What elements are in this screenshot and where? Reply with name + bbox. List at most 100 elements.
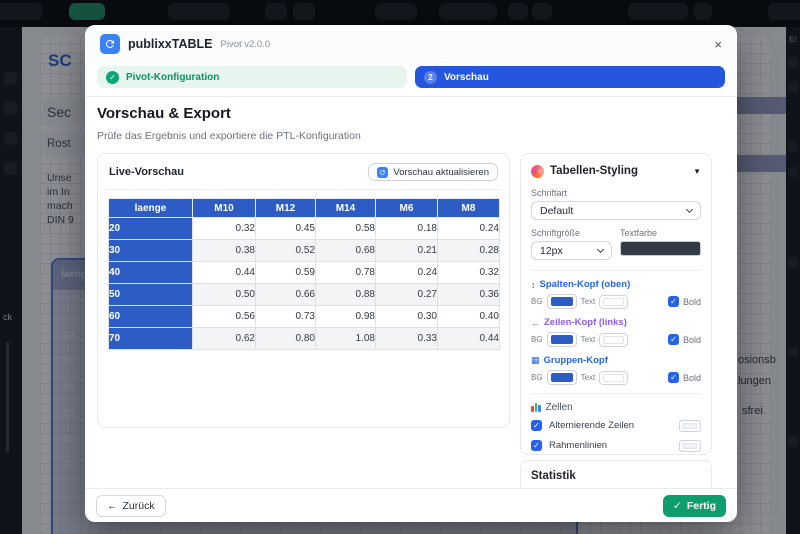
border-lines-color-swatch[interactable]	[679, 440, 701, 452]
app-title: publixxTABLE	[128, 37, 213, 51]
app-version: Pivot v2.0.0	[221, 39, 271, 50]
close-icon[interactable]: ×	[714, 38, 722, 51]
tab-vorschau[interactable]: 2 Vorschau	[415, 66, 725, 88]
group-header-section-title: ▦ Gruppen-Kopf	[531, 355, 701, 366]
left-arrow-icon: ←	[531, 318, 540, 328]
font-size-label: Schriftgröße	[531, 228, 612, 238]
column-header: M12	[256, 199, 316, 218]
cell: 0.88	[316, 284, 376, 306]
table-row: 60 0.56 0.73 0.98 0.30 0.40	[109, 306, 500, 328]
chevron-down-icon	[686, 205, 693, 212]
back-label: Zurück	[123, 500, 155, 512]
bg-label: BG	[531, 297, 543, 306]
row-header: 40	[109, 262, 193, 284]
check-icon: ✓	[673, 500, 682, 512]
cell: 0.66	[256, 284, 316, 306]
styling-card-header: Tabellen-Styling ▼	[531, 164, 701, 178]
group-header-bold-checkbox[interactable]: ✓	[668, 372, 679, 383]
step-number-badge: 2	[424, 71, 437, 84]
bold-label: Bold	[683, 373, 701, 383]
table-row: 50 0.50 0.66 0.88 0.27 0.36	[109, 284, 500, 306]
table-header-row: laenge M10 M12 M14 M6 M8	[109, 199, 500, 218]
cell: 0.32	[193, 218, 256, 240]
app-sync-icon	[100, 34, 120, 54]
text-label: Text	[581, 335, 596, 344]
text-color-label: Textfarbe	[620, 228, 701, 238]
cell: 0.24	[438, 218, 500, 240]
row-header-bg-swatch[interactable]	[547, 332, 577, 347]
preview-title: Live-Vorschau	[109, 166, 184, 178]
divider	[85, 96, 737, 97]
section-label: Gruppen-Kopf	[544, 355, 608, 366]
column-header-bg-swatch[interactable]	[547, 294, 577, 309]
row-header: 20	[109, 218, 193, 240]
cell: 0.68	[316, 240, 376, 262]
group-header-text-swatch[interactable]	[599, 371, 628, 385]
row-header-bold-checkbox[interactable]: ✓	[668, 334, 679, 345]
cell: 0.58	[316, 218, 376, 240]
option-label: Rahmenlinien	[549, 440, 607, 451]
cell: 0.80	[256, 328, 316, 350]
cell: 0.73	[256, 306, 316, 328]
finish-button[interactable]: ✓ Fertig	[663, 495, 726, 517]
column-header-controls: BG Text ✓ Bold	[531, 294, 701, 309]
cell: 0.24	[376, 262, 438, 284]
mini-chart-icon	[531, 403, 541, 412]
palette-icon	[531, 165, 544, 178]
text-label: Text	[581, 373, 596, 382]
page-title: Vorschau & Export	[97, 105, 231, 122]
option-label: Alternierende Zeilen	[549, 420, 634, 431]
row-header-text-swatch[interactable]	[599, 333, 628, 347]
table-row: 30 0.38 0.52 0.68 0.21 0.28	[109, 240, 500, 262]
border-lines-option: ✓ Rahmenlinien	[531, 439, 701, 452]
column-header: M8	[438, 199, 500, 218]
font-family-select[interactable]: Default	[531, 201, 701, 220]
column-header-section-title: ↕ Spalten-Kopf (oben)	[531, 279, 701, 290]
row-header-section-title: ← Zeilen-Kopf (links)	[531, 317, 701, 328]
styling-title: Tabellen-Styling	[550, 165, 638, 177]
font-size-select[interactable]: 12px	[531, 241, 612, 260]
cell: 0.56	[193, 306, 256, 328]
cell: 0.21	[376, 240, 438, 262]
cell: 0.52	[256, 240, 316, 262]
alternating-rows-checkbox[interactable]: ✓	[531, 420, 542, 431]
chevron-down-icon	[597, 245, 604, 252]
cell: 0.62	[193, 328, 256, 350]
column-header-text-swatch[interactable]	[599, 295, 628, 309]
border-lines-checkbox[interactable]: ✓	[531, 440, 542, 451]
text-color-swatch[interactable]	[620, 241, 701, 256]
cell: 0.40	[438, 306, 500, 328]
cell: 0.32	[438, 262, 500, 284]
back-button[interactable]: ← Zurück	[96, 495, 166, 517]
bg-label: BG	[531, 373, 543, 382]
collapse-icon[interactable]: ▼	[693, 167, 701, 176]
alternating-rows-color-swatch[interactable]	[679, 420, 701, 432]
row-header: 70	[109, 328, 193, 350]
tab-pivot-konfiguration[interactable]: ✓ Pivot-Konfiguration	[97, 66, 407, 88]
modal-footer: ← Zurück ✓ Fertig	[85, 488, 737, 522]
cell: 1.08	[316, 328, 376, 350]
bold-label: Bold	[683, 297, 701, 307]
refresh-label: Vorschau aktualisieren	[393, 167, 489, 178]
pivot-preview-table: laenge M10 M12 M14 M6 M8 20 0.32 0.45 0.…	[108, 198, 500, 350]
group-header-bg-swatch[interactable]	[547, 370, 577, 385]
statistics-title: Statistik	[531, 470, 701, 482]
cell: 0.44	[193, 262, 256, 284]
table-row: 40 0.44 0.59 0.78 0.24 0.32	[109, 262, 500, 284]
modal-header: publixxTABLE Pivot v2.0.0 ×	[85, 25, 737, 63]
group-header-controls: BG Text ✓ Bold	[531, 370, 701, 385]
bold-label: Bold	[683, 335, 701, 345]
table-row: 70 0.62 0.80 1.08 0.33 0.44	[109, 328, 500, 350]
cell: 0.18	[376, 218, 438, 240]
column-header: M6	[376, 199, 438, 218]
alternating-rows-option: ✓ Alternierende Zeilen	[531, 419, 701, 432]
check-circle-icon: ✓	[106, 71, 119, 84]
refresh-preview-button[interactable]: Vorschau aktualisieren	[368, 163, 498, 181]
cells-section-title: Zellen	[531, 402, 701, 413]
step1-label: Pivot-Konfiguration	[126, 72, 219, 83]
cell: 0.27	[376, 284, 438, 306]
font-size-value: 12px	[540, 245, 563, 257]
live-preview-card: Live-Vorschau Vorschau aktualisieren lae…	[97, 153, 510, 428]
column-header-bold-checkbox[interactable]: ✓	[668, 296, 679, 307]
screen: laeng 20 30 40 50 60 70 SC Sec Rost Unse…	[0, 0, 800, 534]
